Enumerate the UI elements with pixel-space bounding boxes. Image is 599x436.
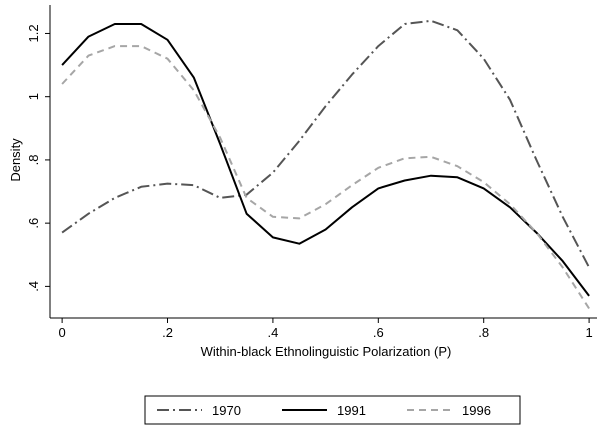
y-tick-label: 1.2	[26, 24, 41, 42]
x-axis-label: Within-black Ethnolinguistic Polarizatio…	[201, 344, 452, 359]
legend-label: 1996	[462, 403, 491, 418]
x-tick-label: 0	[59, 325, 66, 340]
y-axis-label: Density	[8, 138, 23, 182]
data-line	[61, 19, 590, 268]
data-line	[61, 45, 590, 310]
y-tick-label: .6	[26, 218, 41, 229]
y-tick-label: .4	[26, 281, 41, 292]
x-tick-label: 1	[585, 325, 592, 340]
x-tick-label: .6	[373, 325, 384, 340]
x-tick-label: .4	[267, 325, 278, 340]
x-tick-label: .2	[162, 325, 173, 340]
data-line	[61, 23, 590, 297]
x-tick-label: .8	[478, 325, 489, 340]
legend-label: 1970	[212, 403, 241, 418]
y-tick-label: 1	[26, 93, 41, 100]
y-tick-label: .8	[26, 154, 41, 165]
legend-box	[144, 395, 521, 425]
legend-label: 1991	[337, 403, 366, 418]
